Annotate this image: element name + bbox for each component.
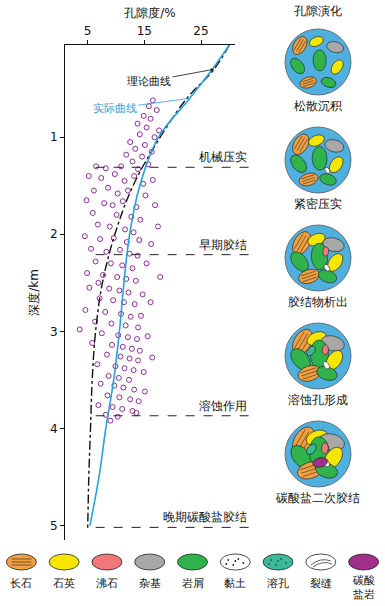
svg-text:4: 4 — [50, 422, 58, 436]
svg-text:裂缝: 裂缝 — [310, 577, 332, 590]
svg-text:紧密压实: 紧密压实 — [294, 197, 342, 211]
svg-text:石英: 石英 — [53, 577, 75, 590]
svg-text:25: 25 — [193, 24, 208, 38]
svg-text:机械压实: 机械压实 — [199, 150, 247, 164]
svg-text:沸石: 沸石 — [96, 577, 118, 590]
svg-text:盐岩: 盐岩 — [353, 588, 375, 601]
svg-text:晚期碳酸盐胶结: 晚期碳酸盐胶结 — [163, 510, 247, 524]
svg-text:2: 2 — [50, 227, 58, 241]
svg-text:溶蚀孔形成: 溶蚀孔形成 — [288, 393, 348, 407]
svg-text:深度/km: 深度/km — [27, 269, 41, 316]
svg-text:3: 3 — [50, 325, 58, 339]
svg-text:实际曲线: 实际曲线 — [93, 102, 137, 115]
svg-text:碳酸盐二次胶结: 碳酸盐二次胶结 — [275, 491, 360, 505]
svg-text:松散沉积: 松散沉积 — [294, 99, 342, 113]
svg-text:杂基: 杂基 — [139, 577, 161, 590]
svg-text:孔隙演化: 孔隙演化 — [294, 4, 342, 18]
svg-text:5: 5 — [50, 519, 58, 533]
svg-text:15: 15 — [137, 24, 152, 38]
svg-text:5: 5 — [84, 24, 92, 38]
svg-text:长石: 长石 — [10, 577, 32, 590]
svg-text:胶结物析出: 胶结物析出 — [288, 295, 348, 309]
svg-text:溶蚀作用: 溶蚀作用 — [199, 399, 247, 413]
svg-text:碳酸: 碳酸 — [352, 574, 375, 587]
svg-text:1: 1 — [50, 130, 58, 144]
svg-text:岩屑: 岩屑 — [182, 577, 204, 590]
svg-text:理论曲线: 理论曲线 — [127, 75, 171, 88]
svg-text:孔隙度/%: 孔隙度/% — [124, 6, 175, 20]
svg-text:溶孔: 溶孔 — [267, 577, 289, 590]
svg-text:黏土: 黏土 — [224, 577, 246, 590]
svg-text:早期胶结: 早期胶结 — [199, 238, 247, 252]
